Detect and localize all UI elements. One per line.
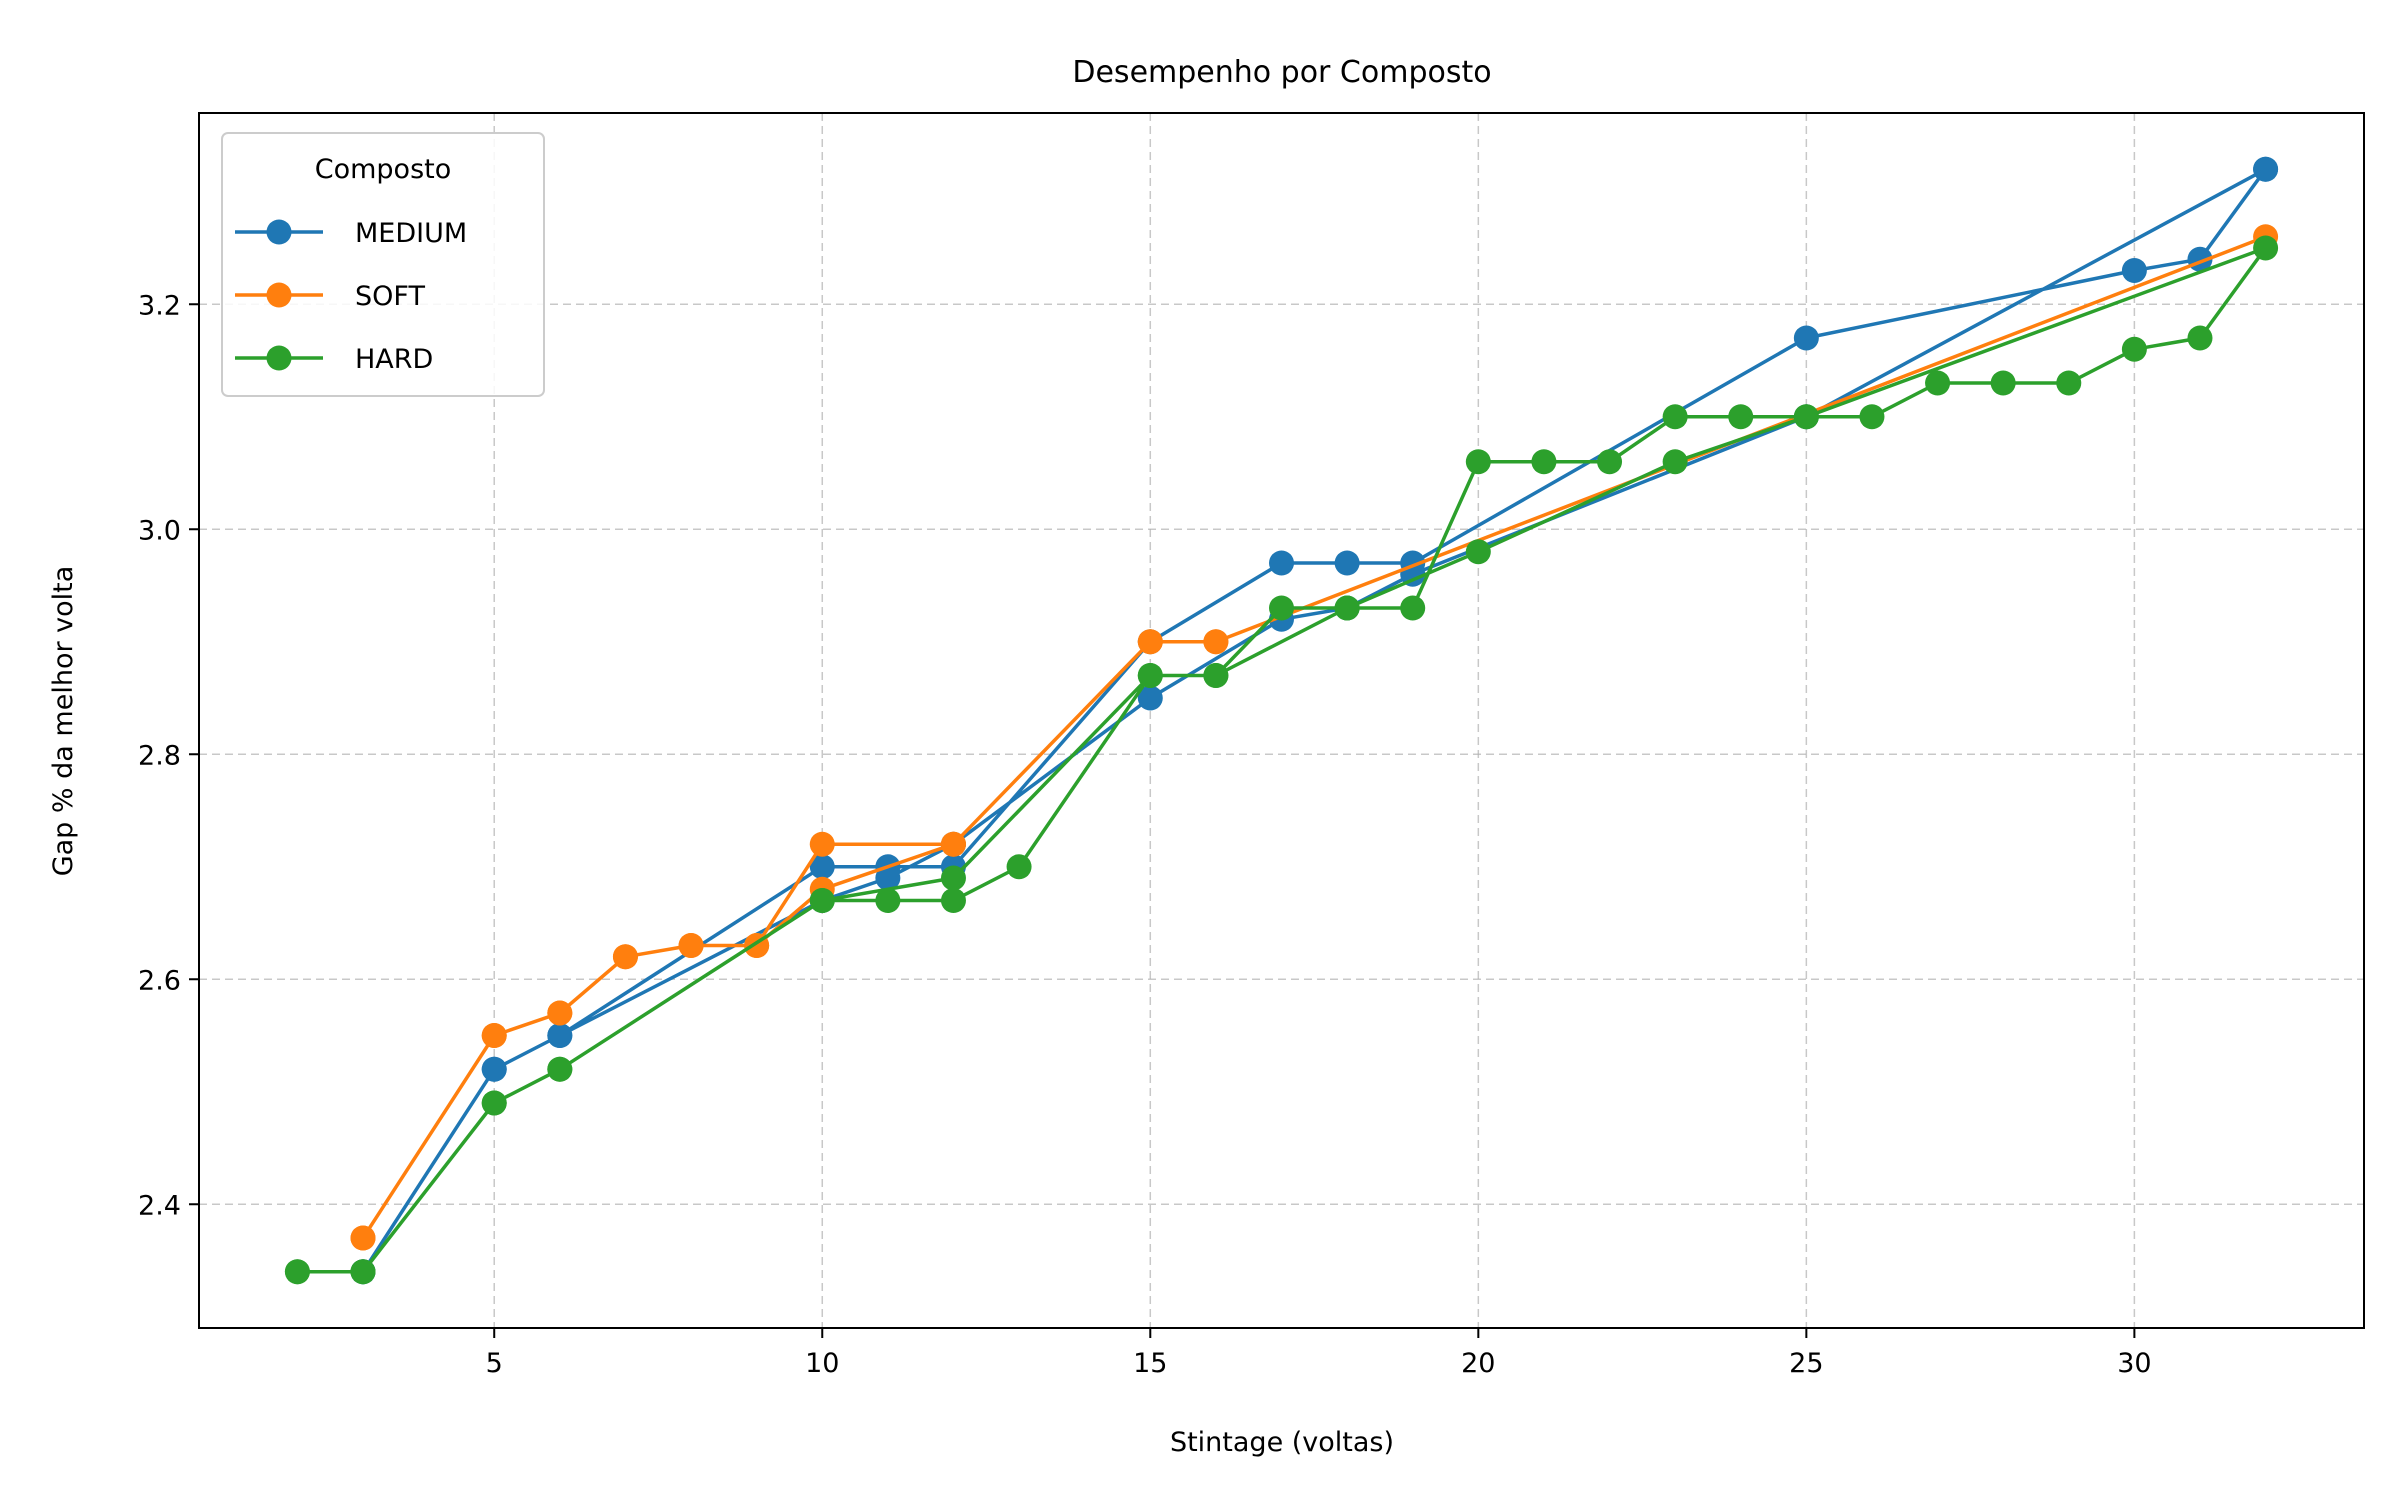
data-point — [875, 865, 901, 891]
legend-label: MEDIUM — [355, 218, 467, 249]
data-point — [1990, 370, 2016, 396]
data-point — [1662, 404, 1688, 430]
data-point — [2121, 258, 2147, 283]
data-point — [547, 1000, 573, 1026]
data-point — [1334, 550, 1360, 576]
data-point — [1203, 629, 1229, 655]
plot-frame — [198, 112, 2365, 1329]
data-point — [1597, 449, 1623, 475]
legend-label: SOFT — [355, 281, 425, 312]
data-point — [1137, 685, 1163, 711]
x-tick-label: 25 — [1789, 1348, 1823, 1379]
data-point — [940, 831, 966, 857]
series-layer — [284, 156, 2279, 1285]
data-point — [1203, 663, 1229, 688]
data-point — [1793, 404, 1819, 430]
y-tick-label: 3.0 — [138, 515, 181, 546]
data-point — [809, 854, 835, 880]
data-point — [612, 944, 638, 970]
x-tick-label: 20 — [1461, 1348, 1495, 1379]
data-point — [1400, 595, 1426, 621]
data-point — [481, 1023, 507, 1048]
data-point — [2253, 156, 2279, 182]
legend-title: Composto — [315, 154, 452, 185]
series-hard — [284, 235, 2279, 1285]
x-tick-label: 10 — [805, 1348, 839, 1379]
data-point — [809, 888, 835, 913]
y-tick-label: 3.2 — [138, 290, 181, 321]
x-tick-label: 15 — [1133, 1348, 1167, 1379]
data-point — [1334, 595, 1360, 621]
x-tick-label: 5 — [486, 1348, 503, 1379]
legend-item: MEDIUM — [235, 218, 467, 249]
x-tick-label: 30 — [2117, 1348, 2151, 1379]
data-point — [2121, 336, 2147, 362]
data-point — [481, 1090, 507, 1116]
legend-label: HARD — [355, 344, 433, 375]
data-point — [350, 1259, 376, 1285]
data-point — [1465, 449, 1491, 475]
y-axis-label: Gap % da melhor volta — [48, 566, 79, 877]
legend: Composto MEDIUM SOFT HARD — [221, 132, 545, 397]
data-point — [1269, 595, 1294, 621]
legend-marker — [266, 219, 292, 245]
data-point — [940, 865, 966, 891]
y-tick-label: 2.4 — [138, 1190, 181, 1221]
data-point — [678, 933, 704, 958]
data-point — [284, 1259, 310, 1285]
legend-marker — [266, 282, 292, 308]
y-tick-label: 2.8 — [138, 740, 181, 771]
data-point — [481, 1056, 507, 1082]
data-point — [809, 831, 835, 857]
data-point — [1269, 550, 1294, 576]
legend-item: HARD — [235, 344, 433, 375]
data-point — [2253, 235, 2279, 261]
data-point — [2056, 370, 2082, 396]
x-axis-label: Stintage (voltas) — [1170, 1427, 1394, 1458]
data-point — [1859, 404, 1885, 430]
data-point — [547, 1023, 573, 1048]
y-tick-label: 2.6 — [138, 965, 181, 996]
data-point — [875, 888, 901, 913]
data-point — [2187, 325, 2213, 351]
data-point — [350, 1225, 376, 1251]
legend-item: SOFT — [235, 281, 425, 312]
data-point — [1006, 854, 1032, 880]
data-point — [940, 888, 966, 913]
data-point — [1137, 663, 1163, 688]
data-point — [1728, 404, 1754, 430]
data-point — [1137, 629, 1163, 655]
data-point — [1465, 539, 1491, 565]
data-point — [1531, 449, 1557, 475]
data-point — [1793, 325, 1819, 351]
data-point — [1925, 370, 1951, 396]
legend-box — [221, 132, 545, 397]
axis-ticks: 5 10 15 20 25 30 2.4 2.6 2.8 3.0 3.2 — [138, 290, 2152, 1379]
chart-title: Desempenho por Composto — [1072, 55, 1491, 90]
data-point — [547, 1056, 573, 1082]
legend-marker — [266, 345, 292, 371]
data-point — [1662, 449, 1688, 475]
